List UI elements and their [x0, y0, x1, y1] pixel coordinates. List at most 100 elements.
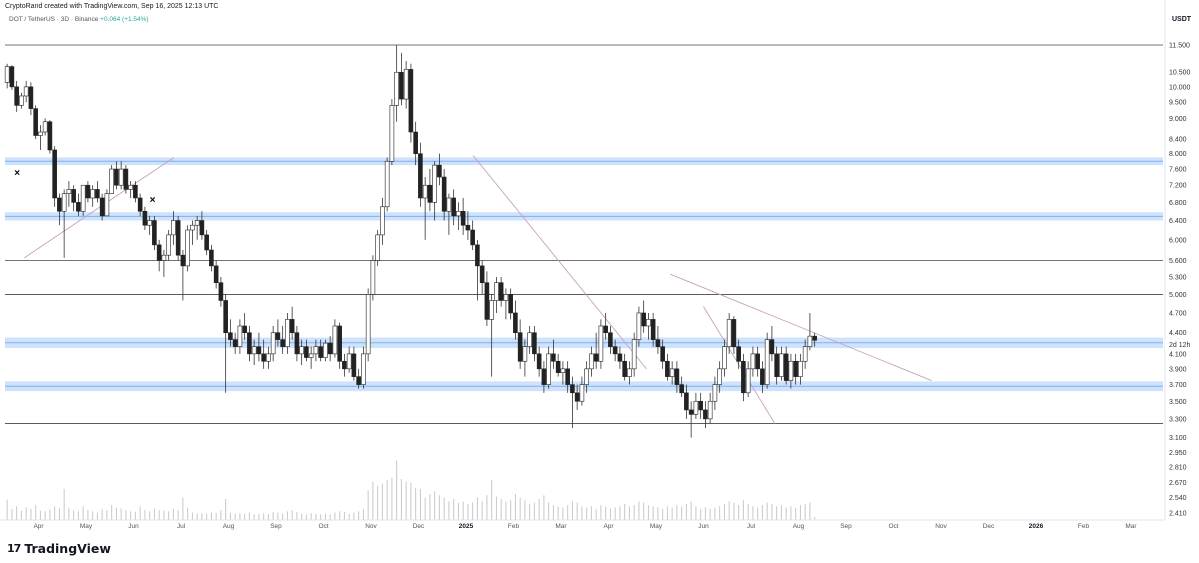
candle-down: [180, 254, 186, 267]
candle-down: [232, 339, 238, 347]
candle-down: [304, 346, 309, 358]
volume-bar: [367, 490, 369, 520]
candle-up: [109, 168, 114, 194]
price-tick-label: 9.000: [1169, 116, 1187, 123]
volume-bar: [799, 505, 801, 520]
candle-up: [90, 189, 95, 199]
volume-bar: [11, 508, 13, 520]
candle-down: [57, 197, 62, 212]
volume-bar: [757, 507, 759, 520]
time-tick-label: Mar: [1125, 523, 1137, 530]
time-tick-label: Jul: [747, 523, 756, 530]
volume-bar: [491, 480, 493, 520]
candle-up: [669, 368, 675, 377]
candle-up: [299, 346, 304, 355]
volume-bar: [581, 506, 583, 520]
zones: [5, 157, 1163, 392]
volume-bar: [239, 513, 241, 520]
volume-bar: [130, 511, 132, 520]
price-tick-label: 7.200: [1169, 183, 1187, 190]
time-tick-label: Aug: [793, 523, 805, 530]
volume-bar: [662, 508, 664, 520]
candle-up: [627, 368, 632, 377]
countdown-label: 2d 12h: [1169, 342, 1191, 349]
candle-up: [42, 121, 48, 133]
candle-down: [574, 392, 580, 402]
price-tick-label: 3.100: [1169, 435, 1187, 442]
candle-down: [551, 353, 556, 362]
price-tick-label: 4.100: [1169, 351, 1187, 358]
volume-bar: [505, 501, 507, 520]
candle-up: [584, 368, 589, 385]
price-tick-label: 10.500: [1169, 70, 1191, 77]
candle-up: [147, 220, 152, 226]
volume-bar: [282, 513, 284, 520]
candle-down: [256, 346, 262, 355]
volume-bar: [172, 508, 174, 520]
volume-bar: [695, 506, 697, 520]
volume-bar: [115, 507, 117, 520]
candle-down: [760, 368, 765, 385]
candle-up: [788, 360, 794, 381]
price-tick-label: 5.300: [1169, 274, 1187, 281]
candle-down: [608, 332, 613, 347]
candle-up: [432, 164, 437, 203]
candle-down: [95, 189, 100, 199]
volume-bar: [82, 506, 84, 520]
volume-bar: [443, 497, 445, 520]
candle-up: [19, 95, 24, 106]
candle-down: [479, 265, 485, 283]
volume-bar: [248, 512, 250, 520]
candle-down: [337, 325, 342, 362]
volume-bar: [35, 505, 37, 520]
candle-down: [812, 335, 817, 341]
candle-up: [579, 384, 585, 402]
time-tick-label: Mar: [555, 523, 567, 530]
price-tick-label: 5.000: [1169, 292, 1187, 299]
volume-bar: [814, 516, 816, 520]
volume-bar: [391, 477, 393, 520]
volume-bar: [405, 481, 407, 520]
candle-up: [722, 346, 727, 370]
candle-down: [684, 392, 689, 411]
time-tick-label: Apr: [33, 523, 44, 530]
volume-bar: [595, 508, 597, 520]
volume-bar: [704, 507, 706, 520]
volume-bar: [429, 493, 431, 520]
candle-up: [456, 210, 461, 217]
candle-down: [175, 220, 181, 256]
candle-down: [289, 319, 295, 334]
volume-bar: [476, 497, 478, 520]
trendline: [670, 273, 932, 382]
candle-down: [741, 360, 746, 394]
candle-up: [323, 342, 328, 358]
candle-down: [342, 360, 347, 370]
candle-down: [437, 164, 442, 178]
time-axis[interactable]: Apr May Jun Jul Aug Sep Oct Nov Dec 2025 Feb Mar Apr…: [0, 519, 1165, 530]
candles: [4, 45, 817, 438]
candle-up: [308, 353, 314, 358]
volume-bar: [334, 512, 336, 520]
volume-bar: [191, 512, 193, 520]
volume-bar: [396, 460, 398, 520]
candle-down: [199, 220, 205, 236]
candle-down: [28, 86, 34, 109]
volume-bar: [158, 510, 160, 520]
candle-down: [665, 360, 670, 377]
volume-bar: [529, 503, 531, 520]
volume-bar: [73, 510, 75, 520]
volume-bar: [790, 506, 792, 520]
volume-bar: [690, 501, 692, 520]
price-axis[interactable]: 11.500 10.500 10.000 9.500 9.000 8.400 8.000 7.…: [1164, 0, 1191, 520]
candle-down: [247, 332, 252, 355]
symbol-name: DOT / TetherUS · 3D · Binance: [9, 16, 99, 23]
time-tick-label: May: [80, 523, 93, 530]
volume-bar: [562, 507, 564, 520]
price-tick-label: 8.400: [1169, 137, 1187, 144]
time-tick-label: Jun: [698, 523, 709, 530]
tradingview-logo[interactable]: 17 TradingView: [7, 541, 111, 556]
volume-bar: [771, 503, 773, 520]
volume-bar: [377, 485, 379, 520]
levels: [5, 44, 1163, 424]
